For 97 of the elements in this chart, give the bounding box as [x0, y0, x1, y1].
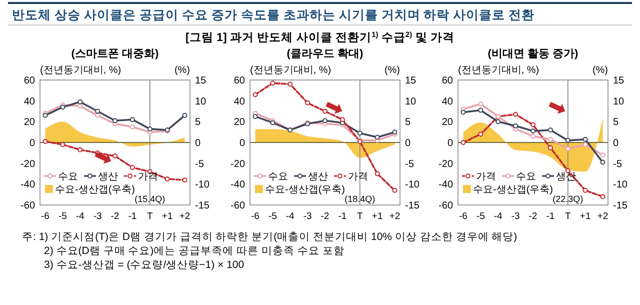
- y-tick-label: -60: [438, 200, 454, 212]
- chart-title: (스마트폰 대중화): [71, 48, 160, 60]
- x-tick-label: -3: [511, 211, 520, 222]
- ref-line-label: (15.4Q): [134, 194, 166, 204]
- legend-label: 생산: [308, 172, 328, 182]
- y2-tick-label: -10: [613, 180, 628, 191]
- y2-tick-label: 0: [195, 138, 201, 149]
- x-tick-label: -6: [459, 211, 468, 222]
- y2-tick-label: 5: [195, 117, 201, 128]
- y2-tick-label: 15: [405, 76, 417, 86]
- y2-tick-label: 10: [613, 96, 625, 108]
- y-tick-label: 60: [442, 76, 454, 86]
- x-tick-label: +1: [580, 211, 591, 222]
- x-tick-label: -2: [110, 211, 120, 222]
- chart-title: (비대면 활동 증가): [488, 48, 579, 60]
- text: [그림 1] 과거 반도체 사이클 전환기$^{1)}$ 수급$^{2)}$ 및 가격: [186, 30, 454, 44]
- x-tick-label: -4: [76, 211, 84, 222]
- legend-label: 수요-생산갭(우축): [265, 184, 345, 196]
- x-tick-label: -1: [546, 211, 555, 222]
- y-tick-label: 20: [234, 117, 246, 128]
- legend-label: 가격: [138, 172, 158, 182]
- y-tick-label: 0: [239, 138, 246, 149]
- y-tick-label: -20: [20, 158, 36, 170]
- x-tick-label: +2: [389, 211, 400, 222]
- y2-tick-label: -10: [405, 180, 420, 191]
- y-tick-label: 0: [29, 138, 36, 149]
- chart-title: (클라우드 확대): [286, 48, 364, 60]
- text: 반도체 상승 사이클은 공급이 수요 증가 속도를 초과하는 시기를 거치며 하락 사이클로 전환: [12, 8, 535, 22]
- y-tick-label: 0: [447, 138, 454, 149]
- y-tick-label: 40: [442, 96, 454, 108]
- y2-axis-title: (%): [174, 65, 190, 76]
- legend-label: 수요-생산갭(우축): [473, 184, 553, 196]
- legend-label: 가격: [348, 172, 368, 182]
- y2-tick-label: -15: [405, 200, 420, 212]
- x-tick-label: +2: [597, 211, 608, 222]
- y-tick-label: -20: [230, 158, 246, 170]
- y-tick-label: 60: [24, 76, 36, 86]
- x-tick-label: -3: [303, 211, 312, 222]
- x-tick-label: -3: [93, 211, 102, 222]
- y2-tick-label: 10: [405, 96, 417, 108]
- x-tick-label: -5: [476, 211, 485, 222]
- x-tick-label: +1: [372, 211, 383, 222]
- ref-line-label: (18.4Q): [344, 194, 376, 204]
- ref-line-label: (22.3Q): [552, 194, 584, 204]
- x-tick-label: -6: [251, 211, 260, 222]
- legend-label: 생산: [98, 172, 118, 182]
- y-tick-label: 40: [234, 96, 246, 108]
- y2-tick-label: -5: [405, 158, 414, 170]
- x-tick-label: -2: [528, 211, 538, 222]
- x-tick-label: -4: [286, 211, 294, 222]
- y2-tick-label: -15: [195, 200, 210, 212]
- y2-tick-label: 10: [195, 96, 207, 108]
- x-tick-label: +1: [162, 211, 173, 222]
- y-tick-label: -40: [20, 180, 36, 191]
- text: 주: 1) 기준시점(T)은 D램 경기가 급격히 하락한 분기(매출이 전분기대비 10% 이상 감소한 경우에 해당): [22, 231, 518, 243]
- x-tick-label: T: [146, 211, 153, 222]
- legend-label: 수요: [58, 172, 78, 182]
- y-tick-label: -20: [438, 158, 454, 170]
- y-tick-label: -60: [20, 200, 36, 212]
- y2-tick-label: 0: [613, 138, 619, 149]
- x-tick-label: T: [564, 211, 571, 222]
- y-tick-label: 60: [234, 76, 246, 86]
- x-tick-label: -1: [128, 211, 137, 222]
- y2-tick-label: -10: [195, 180, 210, 191]
- x-tick-label: -4: [494, 211, 502, 222]
- text: 3) 수요-생산갭 = (수요량/생산량−1) × 100: [44, 259, 244, 271]
- y2-tick-label: 15: [195, 76, 207, 86]
- y2-tick-label: 0: [405, 138, 411, 149]
- x-tick-label: -5: [268, 211, 277, 222]
- y2-tick-label: 15: [613, 76, 625, 86]
- y-axis-title: (전년동기대비, %): [40, 65, 122, 76]
- y2-tick-label: -5: [195, 158, 204, 170]
- x-tick-label: T: [356, 211, 363, 222]
- y2-axis-title: (%): [592, 65, 608, 76]
- y-tick-label: -40: [230, 180, 246, 191]
- x-tick-label: -6: [41, 211, 50, 222]
- y-tick-label: 20: [442, 117, 454, 128]
- y-axis-title: (전년동기대비, %): [458, 65, 540, 76]
- x-tick-label: -1: [338, 211, 347, 222]
- text: 2) 수요(D램 구매 수요)에는 공급부족에 따른 미충족 수요 포함: [44, 245, 344, 257]
- y2-tick-label: -15: [613, 200, 628, 212]
- legend-label: 수요: [268, 172, 288, 182]
- y2-tick-label: 5: [405, 117, 411, 128]
- x-tick-label: -2: [320, 211, 330, 222]
- y-tick-label: -60: [230, 200, 246, 212]
- x-tick-label: -5: [58, 211, 67, 222]
- legend-label: 수요: [516, 172, 536, 182]
- y2-tick-label: -5: [613, 158, 622, 170]
- legend-label: 수요-생산갭(우축): [55, 184, 135, 196]
- y-tick-label: 20: [24, 117, 36, 128]
- y2-axis-title: (%): [384, 65, 400, 76]
- x-tick-label: +2: [179, 211, 190, 222]
- y-axis-title: (전년동기대비, %): [250, 65, 332, 76]
- legend-label: 가격: [476, 172, 496, 182]
- y2-tick-label: 5: [613, 117, 619, 128]
- y-tick-label: 40: [24, 96, 36, 108]
- y-tick-label: -40: [438, 180, 454, 191]
